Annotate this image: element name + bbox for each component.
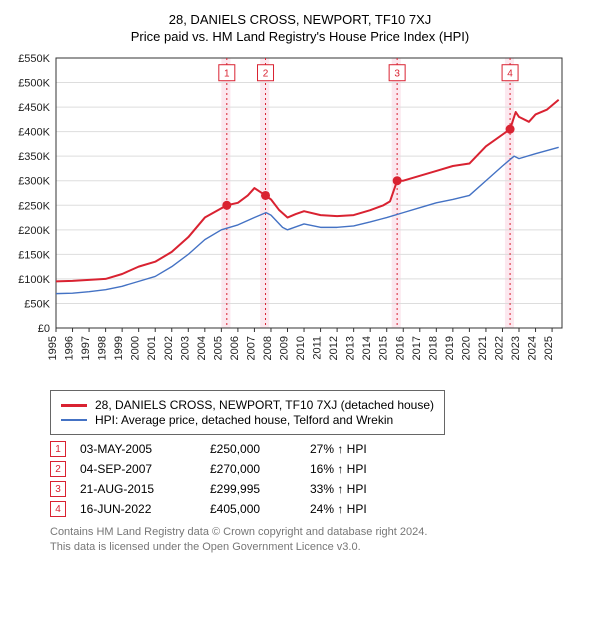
svg-text:2006: 2006 bbox=[229, 336, 241, 360]
svg-text:3: 3 bbox=[394, 69, 400, 80]
tx-pct: 33% ↑ HPI bbox=[310, 482, 420, 496]
table-row: 1 03-MAY-2005£250,00027% ↑ HPI bbox=[50, 441, 590, 457]
tx-date: 03-MAY-2005 bbox=[80, 442, 210, 456]
legend-swatch-hpi bbox=[61, 419, 87, 421]
table-row: 3 21-AUG-2015£299,99533% ↑ HPI bbox=[50, 481, 590, 497]
tx-price: £250,000 bbox=[210, 442, 310, 456]
svg-text:£100K: £100K bbox=[18, 274, 50, 286]
tx-pct: 27% ↑ HPI bbox=[310, 442, 420, 456]
page-subtitle: Price paid vs. HM Land Registry's House … bbox=[10, 29, 590, 44]
svg-text:£400K: £400K bbox=[18, 127, 50, 139]
tx-price: £270,000 bbox=[210, 462, 310, 476]
svg-text:2000: 2000 bbox=[130, 336, 142, 360]
price-chart: £0 £50K £100K £150K £200K £250K £300K £350K £400… bbox=[10, 52, 590, 382]
table-row: 4 16-JUN-2022£405,00024% ↑ HPI bbox=[50, 501, 590, 517]
tx-marker: 3 bbox=[50, 481, 66, 497]
svg-text:2019: 2019 bbox=[444, 336, 456, 360]
footer-line-2: This data is licensed under the Open Gov… bbox=[50, 540, 590, 555]
svg-text:2008: 2008 bbox=[262, 336, 274, 360]
svg-text:1995: 1995 bbox=[47, 336, 59, 360]
svg-text:£450K: £450K bbox=[18, 102, 50, 114]
svg-text:2004: 2004 bbox=[196, 336, 208, 360]
svg-text:2003: 2003 bbox=[179, 336, 191, 360]
svg-text:2: 2 bbox=[263, 69, 269, 80]
svg-text:2022: 2022 bbox=[493, 336, 505, 360]
page-title: 28, DANIELS CROSS, NEWPORT, TF10 7XJ bbox=[10, 12, 590, 27]
tx-price: £299,995 bbox=[210, 482, 310, 496]
svg-text:2009: 2009 bbox=[279, 336, 291, 360]
svg-text:2017: 2017 bbox=[411, 336, 423, 360]
tx-pct: 16% ↑ HPI bbox=[310, 462, 420, 476]
svg-text:£550K: £550K bbox=[18, 53, 50, 65]
svg-text:1998: 1998 bbox=[97, 336, 109, 360]
tx-marker: 1 bbox=[50, 441, 66, 457]
svg-text:£200K: £200K bbox=[18, 225, 50, 237]
legend-item-hpi: HPI: Average price, detached house, Telf… bbox=[61, 413, 434, 427]
svg-text:2001: 2001 bbox=[146, 336, 158, 360]
svg-text:£150K: £150K bbox=[18, 249, 50, 261]
svg-text:2012: 2012 bbox=[328, 336, 340, 360]
svg-text:1999: 1999 bbox=[113, 336, 125, 360]
footer-line-1: Contains HM Land Registry data © Crown c… bbox=[50, 525, 590, 540]
svg-text:£300K: £300K bbox=[18, 176, 50, 188]
table-row: 2 04-SEP-2007£270,00016% ↑ HPI bbox=[50, 461, 590, 477]
svg-text:2010: 2010 bbox=[295, 336, 307, 360]
tx-date: 21-AUG-2015 bbox=[80, 482, 210, 496]
svg-text:£350K: £350K bbox=[18, 151, 50, 163]
svg-text:£500K: £500K bbox=[18, 78, 50, 90]
svg-text:2007: 2007 bbox=[245, 336, 257, 360]
svg-text:4: 4 bbox=[507, 69, 513, 80]
legend-label-hpi: HPI: Average price, detached house, Telf… bbox=[95, 413, 393, 427]
tx-date: 04-SEP-2007 bbox=[80, 462, 210, 476]
legend-item-property: 28, DANIELS CROSS, NEWPORT, TF10 7XJ (de… bbox=[61, 398, 434, 412]
svg-text:2011: 2011 bbox=[312, 336, 324, 360]
tx-price: £405,000 bbox=[210, 502, 310, 516]
svg-text:2005: 2005 bbox=[212, 336, 224, 360]
svg-text:1997: 1997 bbox=[80, 336, 92, 360]
tx-marker: 4 bbox=[50, 501, 66, 517]
svg-text:2021: 2021 bbox=[477, 336, 489, 360]
svg-text:2023: 2023 bbox=[510, 336, 522, 360]
legend-swatch-property bbox=[61, 404, 87, 407]
svg-text:£50K: £50K bbox=[24, 298, 50, 310]
chart-svg: £0 £50K £100K £150K £200K £250K £300K £350K £400… bbox=[10, 52, 570, 382]
svg-text:2025: 2025 bbox=[543, 336, 555, 360]
svg-text:£250K: £250K bbox=[18, 200, 50, 212]
svg-text:£0: £0 bbox=[38, 323, 50, 335]
svg-text:2013: 2013 bbox=[345, 336, 357, 360]
svg-text:2015: 2015 bbox=[378, 336, 390, 360]
svg-text:2024: 2024 bbox=[527, 336, 539, 360]
transaction-table: 1 03-MAY-2005£250,00027% ↑ HPI 2 04-SEP-200… bbox=[50, 441, 590, 517]
svg-text:2020: 2020 bbox=[460, 336, 472, 360]
legend-label-property: 28, DANIELS CROSS, NEWPORT, TF10 7XJ (de… bbox=[95, 398, 434, 412]
tx-marker: 2 bbox=[50, 461, 66, 477]
svg-text:1996: 1996 bbox=[64, 336, 76, 360]
tx-date: 16-JUN-2022 bbox=[80, 502, 210, 516]
tx-pct: 24% ↑ HPI bbox=[310, 502, 420, 516]
legend: 28, DANIELS CROSS, NEWPORT, TF10 7XJ (de… bbox=[50, 390, 445, 435]
svg-text:2002: 2002 bbox=[163, 336, 175, 360]
footer: Contains HM Land Registry data © Crown c… bbox=[50, 525, 590, 555]
svg-text:1: 1 bbox=[224, 69, 230, 80]
svg-text:2014: 2014 bbox=[361, 336, 373, 360]
svg-text:2016: 2016 bbox=[394, 336, 406, 360]
svg-text:2018: 2018 bbox=[427, 336, 439, 360]
